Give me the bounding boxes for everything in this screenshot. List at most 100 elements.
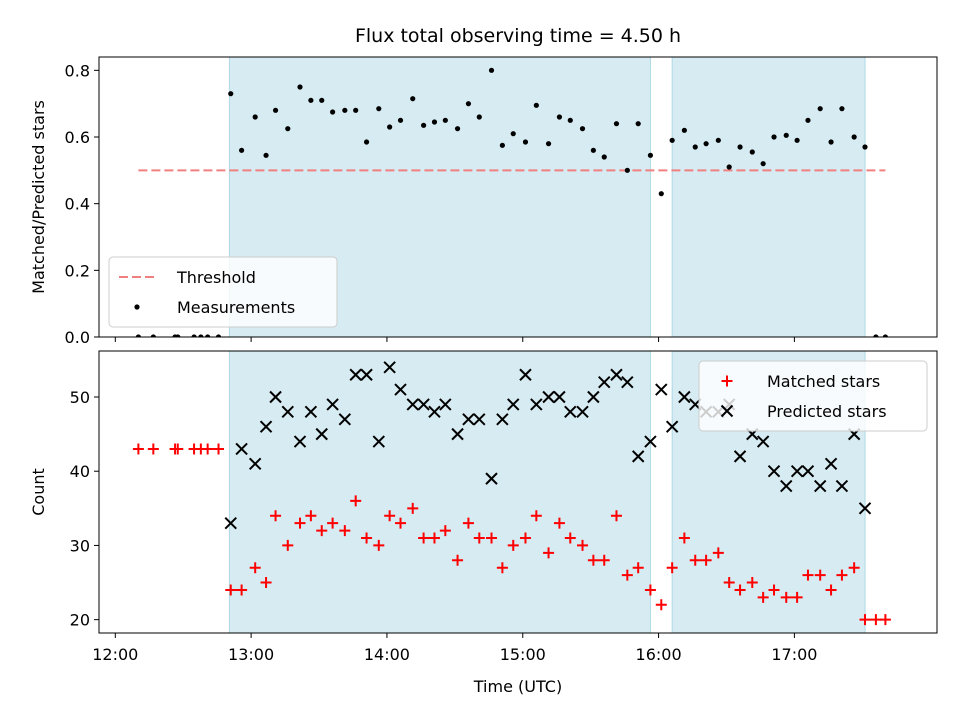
data-point [870,614,882,626]
data-point [767,465,781,478]
data-point [462,517,474,529]
data-point [783,132,789,138]
series-predicted-stars [224,361,872,530]
x-axis-label: Time (UTC) [473,677,562,696]
data-point [499,142,505,148]
legend-label: Measurements [177,298,295,317]
data-point [384,510,396,522]
data-point [387,124,393,130]
data-point [397,117,404,123]
series-matched-stars [132,443,891,626]
axes-frame [98,350,938,634]
legend-label: Matched stars [767,372,880,391]
data-point [644,584,656,596]
legend: Matched stars Predicted stars [698,360,928,432]
data-point [175,334,181,337]
data-point [610,368,623,381]
data-point [319,97,325,103]
data-point [417,398,430,411]
data-point [147,443,159,455]
data-point [281,405,294,419]
data-point [205,334,211,337]
observing-window-1 [671,56,866,338]
data-point [746,577,758,589]
data-point [451,427,464,441]
data-point [621,375,634,389]
legend-label: Threshold [176,268,256,287]
data-point [835,479,849,493]
x-tick-label: 15:00 [500,645,546,664]
data-point [326,398,339,411]
data-point [689,554,701,566]
data-point [327,517,339,529]
x-tick-label: 12:00 [92,645,138,664]
data-point [879,614,891,626]
data-point [428,405,441,419]
data-point [862,144,868,150]
data-point [635,121,641,127]
data-point [454,126,461,132]
y-tick-label: 30 [70,536,90,555]
data-point [882,334,888,337]
data-point [590,147,596,153]
data-point [577,539,589,551]
data-point [655,383,668,396]
data-point [462,413,475,426]
data-point [282,539,294,551]
data-point [272,107,279,113]
data-point [507,398,520,411]
data-point [442,117,448,123]
data-point [496,562,508,574]
data-point [308,97,314,103]
data-point [749,149,755,155]
data-point [239,147,245,153]
data-point [191,334,197,337]
data-point [297,84,303,90]
y-tick-label: 20 [70,611,90,630]
data-point [486,532,498,544]
data-point [802,569,814,581]
data-point [873,334,879,337]
data-point [496,413,509,426]
data-point [305,510,317,522]
data-point [202,443,214,455]
data-point [519,368,532,381]
data-point [824,457,838,471]
data-point [519,532,531,544]
data-point [624,167,630,173]
data-point [372,435,385,448]
data-point [542,390,555,404]
data-point [485,472,498,485]
data-point [839,106,845,112]
data-point [259,420,273,433]
data-point [655,599,667,611]
data-point [342,107,348,113]
data-point [813,479,827,493]
data-point [543,547,555,559]
data-point [215,334,222,337]
data-point [285,126,291,132]
data-point [757,591,769,603]
data-point [407,502,419,514]
data-point [666,562,678,574]
x-tick-label: 17:00 [771,645,817,664]
data-point [507,539,519,551]
data-point [658,191,664,197]
data-point [361,532,373,544]
data-point [249,562,261,574]
data-point [421,122,427,128]
data-point [553,390,566,404]
data-point [665,420,679,433]
data-point [801,465,815,478]
data-point [395,517,407,529]
data-point [270,510,282,522]
data-point [260,577,272,589]
data-point [132,443,144,455]
y-tick-label: 0.6 [65,128,90,147]
x-tick-label: 16:00 [636,645,682,664]
data-point [522,139,529,145]
data-point [681,127,687,133]
data-point [293,435,307,448]
y-tick-label: 0.2 [65,261,90,280]
